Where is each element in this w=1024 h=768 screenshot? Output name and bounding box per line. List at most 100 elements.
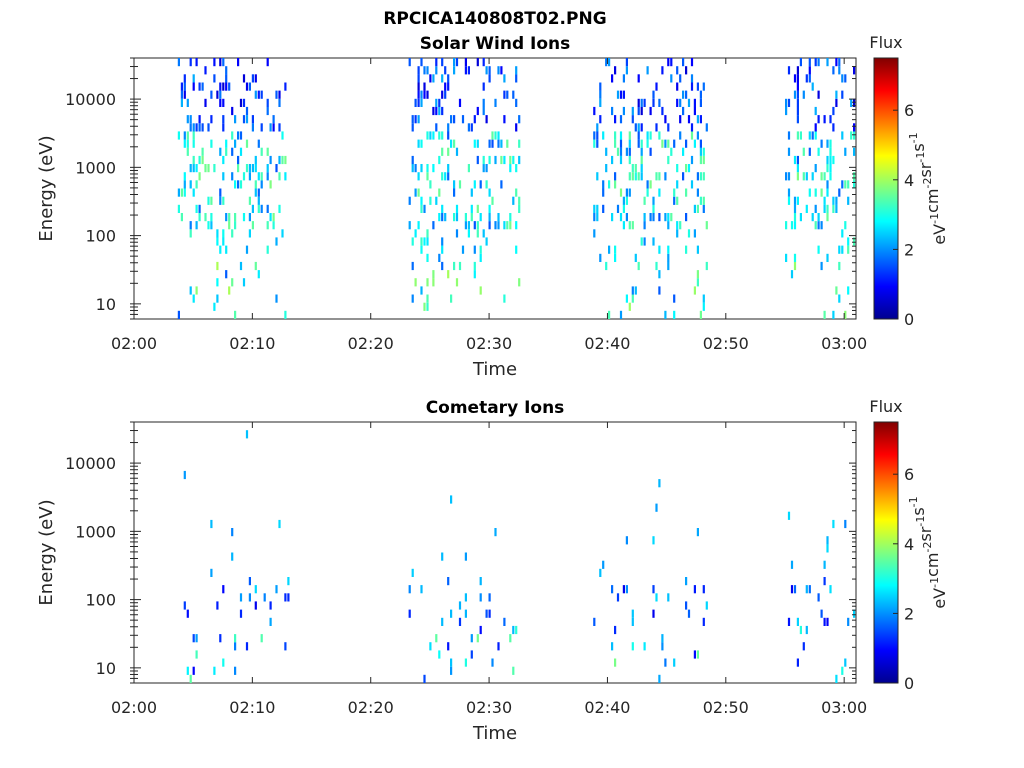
spectrogram-cell	[485, 609, 488, 618]
spectrogram-cell	[417, 172, 420, 181]
spectrogram-cell	[266, 172, 269, 181]
spectrogram-cell	[793, 213, 797, 222]
spectrogram-cell	[260, 172, 263, 181]
spectrogram-cell	[245, 164, 249, 173]
x-tick-label: 02:00	[111, 334, 157, 353]
spectrogram-cell	[186, 98, 189, 107]
spectrogram-cell	[278, 172, 281, 181]
spectrogram-cell	[631, 642, 634, 651]
colorbar-title: Flux	[869, 33, 902, 52]
spectrogram-cell	[177, 188, 180, 197]
spectrogram-cell	[470, 213, 473, 222]
spectrogram-cell	[417, 115, 420, 124]
spectrogram-cell	[242, 98, 246, 107]
spectrogram-cell	[411, 155, 414, 165]
spectrogram-cell	[239, 98, 243, 107]
spectrogram-cell	[685, 139, 688, 148]
spectrogram-cell	[518, 196, 521, 205]
spectrogram-cell	[467, 229, 470, 238]
spectrogram-cell	[515, 66, 518, 75]
spectrogram-cell	[820, 609, 823, 618]
spectrogram-cell	[263, 593, 266, 602]
spectrogram-cell	[652, 98, 655, 107]
spectrogram-cell	[222, 658, 225, 667]
spectrogram-cell	[237, 155, 240, 165]
spectrogram-cell	[805, 172, 808, 181]
colorbar: 0 2 4 6 Flux eV-1cm-2sr-1s-1	[869, 33, 949, 329]
spectrogram-cell	[423, 204, 426, 213]
spectrogram-cell	[455, 58, 459, 67]
spectrogram-cell	[420, 90, 423, 99]
spectrogram-cell	[705, 123, 708, 132]
spectrogram-cell	[625, 213, 628, 222]
spectrogram-cell	[699, 98, 702, 107]
spectrogram-cell	[216, 229, 219, 238]
spectrogram-cell	[640, 237, 643, 246]
spectrogram-cell	[192, 123, 195, 132]
spectrogram-cell	[853, 98, 856, 107]
spectrogram-cell	[257, 196, 260, 205]
spectrogram-cell	[408, 58, 411, 67]
spectrogram-cell	[198, 172, 201, 181]
spectrogram-cell	[231, 147, 234, 156]
spectrogram-cell	[685, 245, 688, 254]
spectrogram-cell	[411, 115, 414, 124]
x-axis-label: Time	[472, 359, 517, 380]
spectrogram-cell	[664, 310, 667, 319]
spectrogram-cell	[450, 495, 453, 504]
spectrogram-cell	[687, 229, 691, 238]
spectrogram-cell	[832, 106, 835, 116]
spectrogram-cell	[488, 66, 491, 75]
spectrogram-cell	[453, 261, 456, 271]
spectrogram-cell	[254, 188, 257, 197]
spectrogram-cell	[201, 155, 204, 165]
spectrogram-cell	[500, 66, 503, 75]
spectrogram-cell	[482, 98, 485, 107]
panel-title: Solar Wind Ions	[420, 34, 571, 54]
spectrogram-cell	[488, 593, 491, 602]
spectrogram-cell	[796, 74, 799, 83]
spectrogram-cell	[826, 253, 829, 262]
spectrogram-cell	[192, 139, 195, 148]
spectrogram-cell	[494, 528, 497, 537]
spectrogram-cell	[417, 82, 420, 91]
spectrogram-cell	[284, 172, 287, 181]
spectrogram-cell	[785, 253, 788, 262]
spectrogram-cell	[248, 196, 251, 205]
spectrogram-cell	[497, 139, 500, 148]
spectrogram-cell	[432, 74, 435, 83]
spectrogram-cell	[476, 229, 479, 238]
spectrogram-cell	[491, 658, 494, 667]
spectrogram-cell	[278, 98, 281, 107]
spectrogram-cell	[509, 155, 512, 165]
spectrogram-cell	[823, 560, 826, 569]
spectrogram-cell	[447, 74, 450, 83]
spectrogram-cell	[605, 261, 608, 271]
spectrogram-cell	[702, 294, 705, 303]
spectrogram-cell	[476, 106, 479, 116]
spectrogram-cell	[192, 666, 195, 675]
spectrogram-cell	[658, 213, 661, 222]
spectrogram-cell	[426, 229, 429, 238]
spectrogram-cell	[518, 115, 521, 124]
spectrogram-cell	[631, 172, 634, 181]
spectrogram-cell	[608, 58, 611, 67]
spectrogram-cell	[441, 237, 444, 246]
spectrogram-cell	[195, 204, 198, 213]
spectrogram-cell	[237, 131, 240, 140]
spectrogram-cell	[817, 221, 820, 230]
spectrogram-cell	[667, 261, 670, 271]
spectrogram-cell	[222, 115, 225, 124]
spectrogram-cell	[467, 123, 470, 132]
spectrogram-cell	[207, 164, 210, 173]
spectrogram-cell	[643, 98, 646, 107]
spectrogram-cell	[183, 74, 186, 83]
spectrogram-cell	[420, 164, 423, 173]
spectrogram-cell	[411, 164, 414, 173]
spectrogram-cell	[841, 666, 844, 675]
spectrogram-cell	[470, 188, 473, 197]
spectrogram-cell	[228, 213, 231, 222]
spectrogram-cell	[257, 270, 260, 279]
spectrogram-cell	[844, 519, 847, 529]
